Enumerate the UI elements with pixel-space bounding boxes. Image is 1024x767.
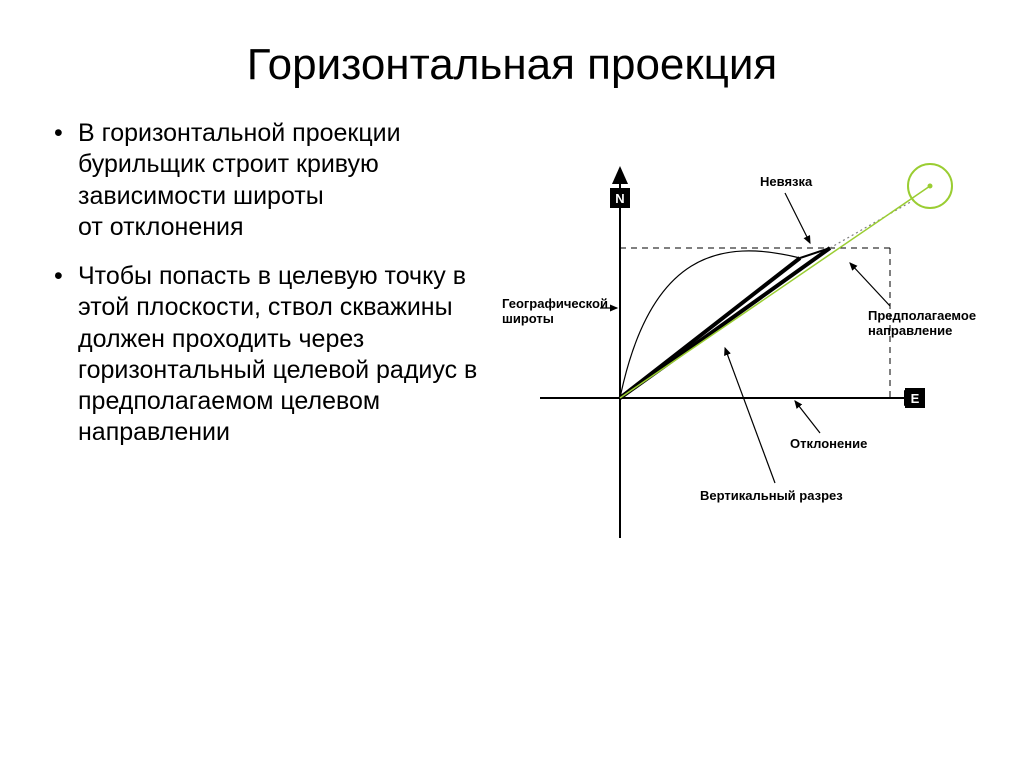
list-item: В горизонтальной проекции бурильщик стро… bbox=[78, 118, 490, 243]
label-deviation: Отклонение bbox=[790, 436, 867, 451]
label-line: широты bbox=[502, 311, 554, 326]
label-geo-latitude: Географической широты bbox=[502, 296, 608, 326]
label-line: направление bbox=[868, 323, 952, 338]
slide: Горизонтальная проекция В горизонтальной… bbox=[0, 0, 1024, 767]
label-line: Предполагаемое bbox=[868, 308, 976, 323]
bullet-list: В горизонтальной проекции бурильщик стро… bbox=[50, 118, 490, 467]
list-item: Чтобы попасть в целевую точку в этой пло… bbox=[78, 261, 490, 449]
label-line: Географической bbox=[502, 296, 608, 311]
label-proposed-direction: Предполагаемое направление bbox=[868, 308, 976, 338]
diagram: N E Невязка Географической широты Предпо… bbox=[500, 138, 980, 563]
content-row: В горизонтальной проекции бурильщик стро… bbox=[50, 118, 974, 467]
label-vertical-section: Вертикальный разрез bbox=[700, 488, 843, 503]
page-title: Горизонтальная проекция bbox=[50, 40, 974, 90]
e-axis-box: E bbox=[905, 388, 925, 408]
diagram-container: N E Невязка Географической широты Предпо… bbox=[490, 118, 974, 467]
n-axis-box: N bbox=[610, 188, 630, 208]
label-nevjazka: Невязка bbox=[760, 174, 812, 189]
